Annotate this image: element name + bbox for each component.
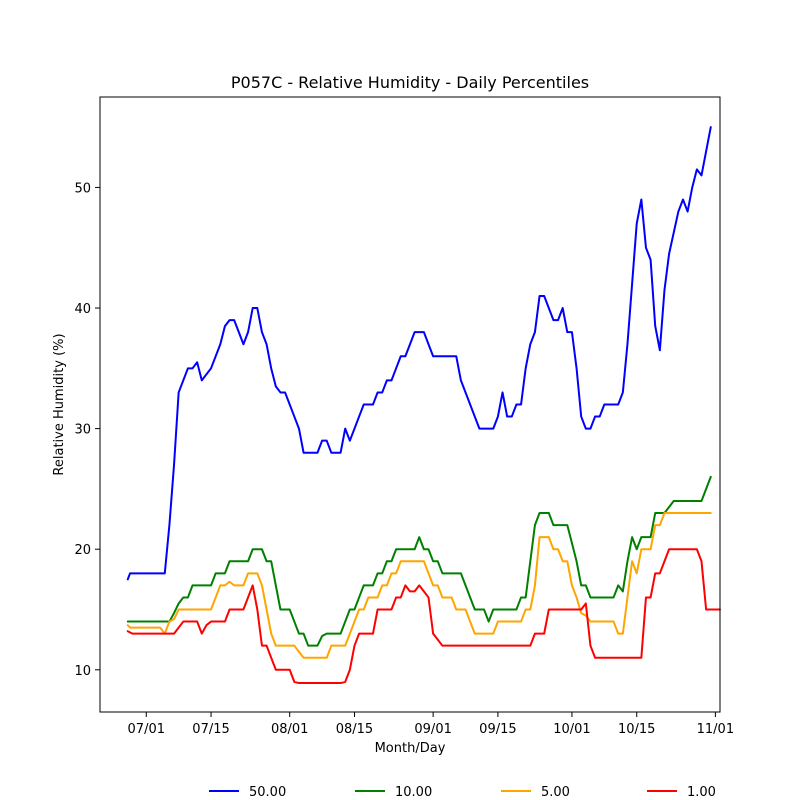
- series-layer: [126, 126, 721, 685]
- x-tick-label-2: 08/01: [271, 722, 308, 737]
- series-line-1: [126, 475, 712, 647]
- x-axis: 07/01 07/15 08/01 08/15 09/01 09/15 10/01 10/15…: [128, 712, 734, 737]
- legend-label-2: 5.00: [541, 785, 570, 800]
- y-axis-label: Relative Humidity (%): [52, 333, 67, 475]
- y-tick-label-3: 40: [74, 302, 91, 317]
- y-tick-label-2: 30: [74, 423, 91, 438]
- legend: 50.00 10.00 5.00 1.00: [209, 785, 716, 800]
- y-axis: 10 20 30 40 50: [74, 181, 100, 679]
- x-tick-label-1: 07/15: [192, 722, 229, 737]
- legend-label-1: 10.00: [395, 785, 432, 800]
- legend-label-0: 50.00: [249, 785, 286, 800]
- x-tick-label-7: 10/15: [618, 722, 655, 737]
- x-tick-label-8: 11/01: [697, 722, 734, 737]
- x-tick-label-5: 09/15: [479, 722, 516, 737]
- y-tick-label-4: 50: [74, 181, 91, 196]
- series-line-0: [126, 126, 712, 581]
- legend-label-3: 1.00: [687, 785, 716, 800]
- x-tick-label-4: 09/01: [414, 722, 451, 737]
- plot-frame: [99, 96, 721, 713]
- x-axis-label: Month/Day: [375, 741, 446, 756]
- y-tick-label-1: 20: [74, 543, 91, 558]
- series-line-3: [126, 548, 721, 685]
- x-tick-label-6: 10/01: [553, 722, 590, 737]
- chart-title: P057C - Relative Humidity - Daily Percen…: [231, 73, 589, 92]
- x-tick-label-0: 07/01: [128, 722, 165, 737]
- y-tick-label-0: 10: [74, 664, 91, 679]
- x-tick-label-3: 08/15: [336, 722, 373, 737]
